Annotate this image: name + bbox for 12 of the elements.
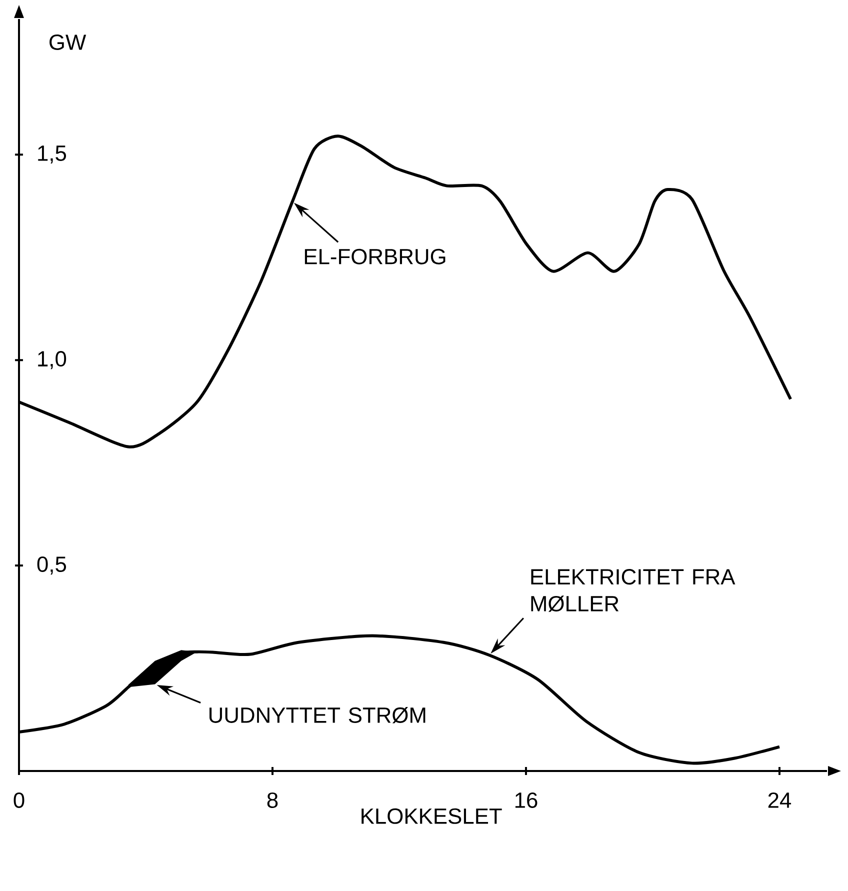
annotation: EL-FORBRUG — [304, 248, 446, 264]
x-tick-label: 8 — [267, 792, 278, 808]
y-tick-label: 1,5 — [38, 146, 66, 164]
x-tick-label: 24 — [768, 792, 792, 808]
y-tick-label: 1,0 — [38, 351, 66, 370]
annotation: ELEKTRICITET FRA MØLLER — [531, 569, 736, 612]
y-tick-label: 0,5 — [37, 556, 66, 575]
annotation: UUDNYTTET STRØM — [210, 707, 426, 724]
x-tick-label: 16 — [515, 792, 538, 808]
x-axis-title: KLOKKESLET — [362, 808, 502, 824]
y-axis-title: GW — [50, 34, 86, 50]
x-tick-label: 0 — [14, 792, 24, 808]
